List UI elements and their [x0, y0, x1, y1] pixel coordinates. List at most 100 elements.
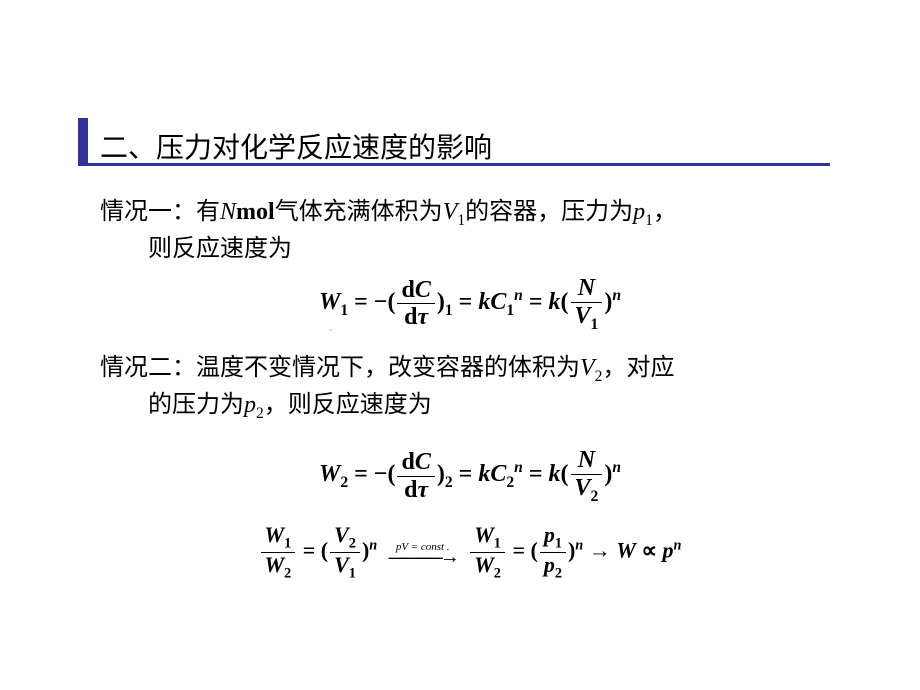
case2-V2: V: [580, 355, 595, 381]
eq2-dC-d: d: [401, 449, 414, 475]
eq3-p1sub: 1: [555, 535, 562, 551]
eq3-n: n: [369, 537, 377, 553]
eq2-k: k: [478, 462, 490, 488]
eq1-k2: k: [549, 289, 561, 315]
eq1-V: V: [575, 303, 591, 329]
eq1-dC-d: d: [401, 277, 414, 303]
eq1-close: ): [437, 289, 445, 315]
equation-1: W1 = −(dCdτ)1 = kC1n = k(NV1)n: [100, 275, 840, 332]
case1-mol: mol: [236, 199, 275, 225]
slide-title: 二、压力对化学反应速度的影响: [100, 126, 492, 166]
eq3-eq: = (: [297, 537, 328, 562]
case2-prefix: 情况二：温度不变情况下，改变容器的体积为: [100, 355, 580, 381]
case1-p1: p: [633, 199, 645, 225]
eq3b-W1sub: 1: [494, 535, 501, 551]
eq2-N: N: [571, 447, 603, 474]
eq1-N: N: [571, 275, 603, 302]
eq1-dtau-d: d: [404, 304, 417, 330]
eq1-eq3: =: [523, 289, 549, 315]
case1-mid1: 气体充满体积为: [275, 199, 443, 225]
eq1-Vsub: 1: [591, 315, 599, 332]
eq2-W: W: [319, 462, 340, 488]
eq3b-W1: W: [474, 522, 494, 547]
eq2-V: V: [575, 475, 591, 501]
eq3-implies: →: [583, 537, 616, 562]
eq3-W1: W: [265, 522, 285, 547]
eq2-eq3: =: [523, 462, 549, 488]
equation-3: W1W2 = (V2V1)n pV = const . ———→ W1W2 = …: [100, 523, 840, 582]
eq2-Wsub: 2: [340, 474, 348, 491]
case2-line2: 的压力为p2，则反应速度为: [100, 388, 840, 425]
eq3-W2sub: 2: [284, 565, 291, 581]
eq1-k: k: [478, 289, 490, 315]
eq3-p1: p: [544, 522, 555, 547]
eq2-C2sub: 2: [506, 474, 514, 491]
case1-text: 情况一：有Nmol气体充满体积为V1的容器，压力为p1， 则反应速度为: [100, 195, 840, 267]
eq3-propto: ∝: [636, 537, 663, 562]
case2-mid: ，对应: [602, 355, 674, 381]
eq1-C2sub: 1: [506, 302, 514, 319]
eq3-V2sub: 2: [349, 535, 356, 551]
eq1-neg: −(: [374, 289, 396, 315]
eq2-k2: k: [549, 462, 561, 488]
eq1-open2: (: [561, 289, 569, 315]
case1-N: N: [220, 199, 236, 225]
eq2-dtau-tau: τ: [418, 477, 429, 503]
case1-line2: 则反应速度为: [100, 232, 840, 267]
eq3-fracV: V2V1: [330, 523, 360, 582]
eq3-fracP: p1p2: [540, 523, 566, 582]
eq1-dtau-tau: τ: [418, 304, 429, 330]
case2-line2a: 的压力为: [148, 392, 244, 418]
case1-V1: V: [443, 199, 458, 225]
eq3-Wend: W: [616, 537, 636, 562]
eq3-fracW: W1W2: [261, 523, 296, 582]
case1-prefix: 情况一：有: [100, 199, 220, 225]
case1-mid2: 的容器，压力为: [465, 199, 633, 225]
case1-V1-sub: 1: [457, 212, 465, 229]
eq1-close-sub: 1: [445, 302, 453, 319]
eq2-eq: =: [348, 462, 374, 488]
eq1-eq2: =: [453, 289, 479, 315]
eq3-p2: p: [544, 552, 555, 577]
case1-p1-sub: 1: [645, 212, 653, 229]
eq2-dtau-d: d: [404, 477, 417, 503]
eq3-W1sub: 1: [284, 535, 291, 551]
eq2-dC-C: C: [415, 449, 431, 475]
eq3-V1sub: 1: [349, 565, 356, 581]
eq2-n2: n: [612, 460, 621, 477]
eq1-frac1: dCdτ: [397, 277, 434, 331]
eq2-Vsub: 2: [591, 488, 599, 505]
eq3-nend: n: [674, 537, 682, 553]
eq2-frac1: dCdτ: [397, 449, 434, 503]
eq1-n2: n: [612, 287, 621, 304]
eq2-open2: (: [561, 462, 569, 488]
eq2-neg: −(: [374, 462, 396, 488]
case2-line2b: ，则反应速度为: [264, 392, 432, 418]
eq3-V2: V: [334, 522, 349, 547]
eq3-p2sub: 2: [555, 565, 562, 581]
eq3-pend: p: [663, 537, 674, 562]
eq1-W: W: [319, 289, 340, 315]
eq2-close-sub: 2: [445, 474, 453, 491]
equation-2: W2 = −(dCdτ)2 = kC2n = k(NV2)n: [100, 447, 840, 504]
eq3b-W2: W: [474, 552, 494, 577]
slide-content: 情况一：有Nmol气体充满体积为V1的容器，压力为p1， 则反应速度为 W1 =…: [100, 195, 840, 582]
eq2-n: n: [514, 460, 523, 477]
eq3-fracW-b: W1W2: [470, 523, 505, 582]
eq1-eq: =: [348, 289, 374, 315]
case2-text: 情况二：温度不变情况下，改变容器的体积为V2，对应 的压力为p2，则反应速度为: [100, 351, 840, 426]
eq1-C2: C: [490, 289, 506, 315]
eq3-eq2: = (: [507, 537, 538, 562]
eq3-arrow-line: ———→: [389, 551, 457, 563]
accent-bar: [78, 118, 88, 166]
eq3-W2: W: [265, 552, 285, 577]
eq3b-W2sub: 2: [494, 565, 501, 581]
page-marker: ·: [329, 324, 341, 336]
eq1-n: n: [514, 287, 523, 304]
case1-suffix: ，: [653, 199, 677, 225]
eq3-V1: V: [334, 552, 349, 577]
eq1-dC-C: C: [415, 277, 431, 303]
eq2-frac2: NV2: [571, 447, 603, 504]
eq2-C2: C: [490, 462, 506, 488]
case2-p2: p: [244, 392, 256, 418]
